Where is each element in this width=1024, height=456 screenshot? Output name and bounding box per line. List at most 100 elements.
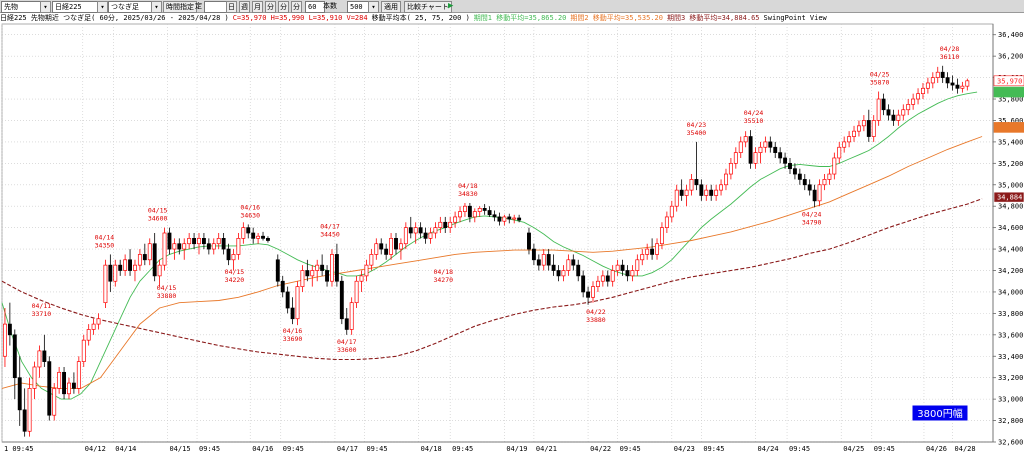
y-tick-label: 35,600 [998, 117, 1023, 125]
candle-down [497, 216, 502, 222]
x-tick-label: 09:45 [789, 445, 810, 453]
period-min2-button[interactable]: 分 [278, 1, 289, 13]
contract-value: 日経225 [55, 3, 82, 11]
candle-down [546, 254, 551, 266]
candle-down [7, 323, 12, 336]
period-min1-button[interactable]: 分 [265, 1, 276, 13]
mode-value: つなぎ足 [111, 3, 139, 11]
candle-down [206, 243, 211, 250]
candle-up [655, 243, 659, 255]
candle-up [453, 216, 458, 223]
y-tick-label: 35,400 [998, 138, 1023, 146]
candle-up [123, 259, 128, 271]
swing-price-label: 33880 [157, 292, 177, 300]
candle-up [714, 189, 719, 196]
apply-button[interactable]: 適用 [381, 1, 401, 13]
candle-down [128, 259, 132, 271]
candle-up [241, 227, 246, 239]
price-tags: 35,970 34,884 [993, 75, 1024, 203]
price-tag-box [993, 122, 1024, 133]
swing-date-label: 04/16 [240, 203, 260, 211]
candle-down [783, 157, 788, 164]
swing-date-label: 04/11 [32, 302, 52, 310]
contract-select[interactable]: 日経225 [52, 1, 100, 13]
candles [3, 65, 970, 437]
candle-up [896, 114, 901, 121]
candle-down [531, 248, 536, 261]
candle-up [817, 184, 822, 202]
interval-input[interactable]: 60 [305, 1, 325, 13]
x-tick-label: 04/23 [674, 445, 695, 453]
play-icon[interactable]: ▶ [448, 1, 454, 11]
candle-up [91, 323, 96, 330]
range-badge-label: 3800円幅 [917, 407, 962, 420]
price-tag-label: 34,884 [997, 194, 1022, 202]
x-tick-label: 04/14 [115, 445, 136, 453]
candle-down [556, 270, 561, 277]
candle-up [157, 264, 162, 277]
swing-point-label: SwingPoint View [763, 14, 827, 22]
contract-dropdown-icon[interactable]: ▾ [97, 1, 108, 13]
swing-date-label: 04/15 [148, 207, 168, 215]
candle-down [251, 232, 256, 239]
candle-down [955, 84, 960, 89]
candle-up [57, 371, 62, 389]
y-tick-label: 33,600 [998, 331, 1023, 339]
candle-down [379, 243, 384, 250]
y-tick-label: 34,000 [998, 288, 1023, 296]
candle-up [403, 227, 408, 245]
candle-down [536, 259, 541, 266]
plot-border [1, 23, 994, 443]
candle-up [925, 82, 930, 89]
candle-down [325, 270, 330, 282]
mode-dropdown-icon[interactable]: ▾ [151, 1, 162, 13]
candle-down [192, 238, 197, 245]
bars-input[interactable]: 500 [347, 1, 371, 13]
y-tick-label: 35,000 [998, 181, 1023, 189]
candle-up [591, 286, 595, 298]
x-tick-label: 04/21 [536, 445, 557, 453]
candle-down [418, 227, 423, 234]
candle-down [246, 227, 251, 234]
candle-up [3, 323, 7, 357]
candle-up [113, 264, 118, 282]
candle-up [837, 146, 842, 159]
candle-down [625, 270, 630, 277]
candle-up [876, 98, 881, 121]
period-day-button[interactable]: 日 [226, 1, 237, 13]
swing-price-label: 35510 [744, 117, 764, 125]
x-tick-label: 04/18 [421, 445, 442, 453]
fixed-range-button[interactable]: 時間指定 [163, 1, 197, 13]
period-month-button[interactable]: 月 [252, 1, 263, 13]
candle-up [847, 136, 852, 143]
candle-down [768, 141, 773, 148]
candle-up [359, 275, 364, 282]
candle-down [807, 184, 812, 191]
candle-up [330, 254, 334, 282]
candle-up [96, 318, 101, 325]
candle-up [906, 104, 911, 111]
chart-title: 日経225 先物期近 つなぎ足( 60分, 2025/03/26 - 2025/… [0, 14, 229, 22]
instrument-dropdown-icon[interactable]: ▾ [40, 1, 51, 13]
candle-up [935, 71, 940, 78]
candle-up [615, 264, 620, 271]
period-week-button[interactable]: 週 [239, 1, 250, 13]
candle-up [103, 264, 108, 304]
period-min3-button[interactable]: 分 [291, 1, 302, 13]
candle-down [886, 109, 891, 116]
candle-down [650, 248, 655, 255]
x-axis: 1 09:45 04/12 04/14 04/15 09:45 04/16 09:45 04/… [2, 441, 993, 453]
candle-down [226, 248, 231, 261]
swing-annotations: 04/113371004/143435004/153460004/1533880… [32, 45, 960, 354]
compare-chart-button[interactable]: 比較チャート [404, 1, 452, 13]
candle-up [916, 93, 921, 100]
candle-up [81, 339, 86, 362]
candle-up [512, 217, 517, 220]
ma-line-200 [1, 198, 983, 361]
candle-up [458, 211, 462, 218]
bars-dropdown-icon[interactable]: ▾ [368, 1, 379, 13]
y-tick-label: 32,600 [998, 439, 1023, 447]
candle-up [52, 388, 57, 416]
candle-up [187, 238, 192, 245]
